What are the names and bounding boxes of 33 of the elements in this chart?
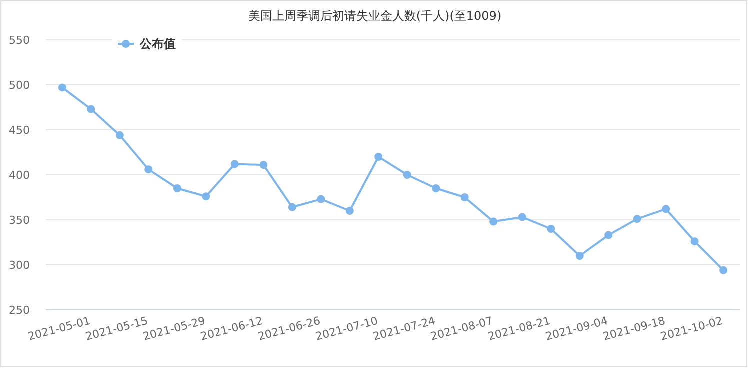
point <box>690 238 699 246</box>
y-tick-label: 500 <box>9 79 30 92</box>
chart-title: 美国上周季调后初请失业金人数(千人)(至1009) <box>248 9 502 23</box>
y-tick-label: 250 <box>9 304 30 317</box>
point <box>346 207 354 215</box>
point <box>460 194 469 202</box>
y-tick-label: 350 <box>9 214 30 227</box>
y-tick-label: 300 <box>9 259 30 272</box>
point <box>202 192 210 201</box>
point <box>662 205 670 214</box>
legend-label: 公布值 <box>139 37 176 51</box>
point <box>230 160 239 168</box>
point <box>633 215 642 224</box>
y-tick-label: 400 <box>9 169 30 182</box>
y-tick-label: 550 <box>9 34 30 47</box>
point <box>288 203 296 212</box>
point <box>144 166 153 174</box>
point <box>87 105 96 114</box>
point <box>374 153 383 161</box>
point <box>432 184 440 192</box>
point <box>403 171 412 179</box>
point <box>260 161 268 170</box>
point <box>317 195 326 204</box>
point <box>547 225 556 233</box>
point <box>720 266 728 274</box>
point <box>58 84 66 92</box>
point <box>173 184 182 192</box>
point <box>576 252 584 260</box>
point <box>604 231 613 240</box>
point <box>116 131 124 140</box>
point <box>490 218 498 226</box>
y-tick-label: 450 <box>9 124 30 137</box>
point <box>518 213 526 222</box>
